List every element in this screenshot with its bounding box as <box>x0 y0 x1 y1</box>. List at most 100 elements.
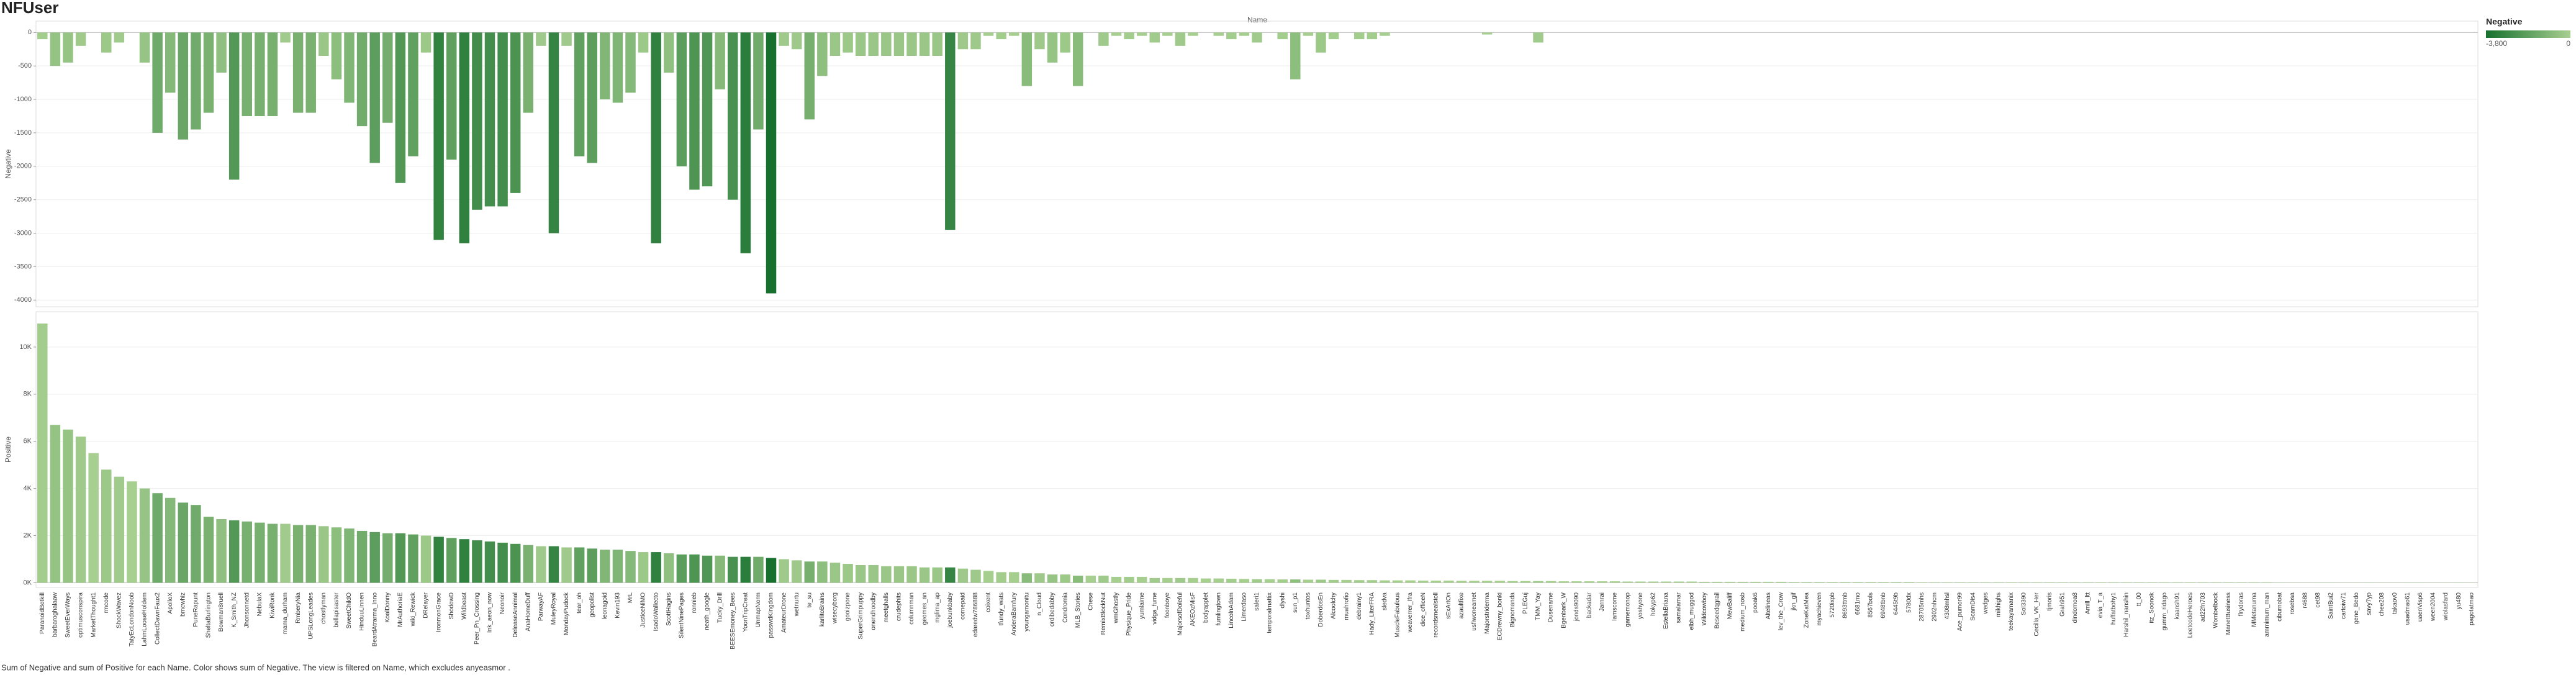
bar <box>702 32 713 187</box>
x-tick-label: wmGhostly <box>1113 592 1120 623</box>
x-tick-label: youngamonitu <box>1023 592 1030 632</box>
x-tick-label: geomes_an <box>921 592 928 625</box>
bar <box>280 32 291 43</box>
panel <box>35 20 2479 307</box>
x-tick-label: jonds9090 <box>1573 592 1580 622</box>
bar <box>574 32 585 156</box>
bar <box>1060 32 1070 53</box>
x-tick-label: dice_officeN <box>1420 592 1427 627</box>
x-tick-label: Amill_ltt <box>2085 592 2092 614</box>
bar <box>766 32 777 294</box>
bar <box>2236 582 2247 583</box>
bar <box>1252 579 1262 583</box>
x-tick-label: foonboye <box>1164 592 1171 618</box>
bar <box>2095 582 2106 583</box>
bar <box>957 568 969 583</box>
bar <box>1545 581 1557 583</box>
x-tick-label: UPSLongLeades <box>307 592 314 640</box>
x-tick-label: SilentNinePages <box>679 592 685 638</box>
bar <box>715 32 725 89</box>
x-tick-label: LeetcodeHeroes <box>2187 592 2194 638</box>
x-tick-label: cartoiw71 <box>2340 592 2347 619</box>
x-tick-label: rmcode <box>103 592 110 614</box>
x-tick-label: CollectDawnFaux2 <box>154 592 161 645</box>
x-tick-label: KiwiRonk <box>269 592 276 618</box>
bar <box>970 569 981 583</box>
x-tick-label: MarketThought1 <box>90 592 97 638</box>
x-tick-label: Peer_Pn_Crossing <box>474 592 481 645</box>
x-tick-label: MLB_Stories <box>1075 592 1082 628</box>
x-tick-label: AmateurDrone <box>780 592 787 633</box>
x-tick-label: ECDrewny_bonki <box>1496 592 1503 640</box>
bar <box>1034 32 1045 50</box>
x-tick-label: rosebsa <box>2289 592 2296 615</box>
bar <box>88 453 99 583</box>
bar <box>945 567 956 583</box>
x-tick-label: SweetChildO <box>346 592 353 629</box>
bar <box>919 32 930 57</box>
x-tick-label: yumlaime <box>1139 592 1146 619</box>
bar <box>1673 581 1684 583</box>
bar <box>651 32 661 243</box>
bar <box>1533 32 1543 43</box>
x-tick-label: ZoneKatMea <box>1804 592 1810 628</box>
x-axis-title: Name <box>1247 16 1267 24</box>
y-tick-label: 2K <box>24 532 32 539</box>
x-tick-label: ShockWavez <box>115 592 122 628</box>
bar <box>1750 581 1761 583</box>
bar <box>408 32 418 156</box>
bar <box>2210 582 2221 583</box>
bar <box>395 533 406 583</box>
bar <box>1763 581 1774 583</box>
x-tick-label: wiki_Rewick <box>410 592 417 627</box>
bar <box>906 566 917 583</box>
x-tick-label: columnman <box>908 592 915 625</box>
bar <box>165 497 176 583</box>
y-tick-label: -1000 <box>14 96 32 103</box>
bar <box>664 32 674 73</box>
x-tick-label: SweetEverWays <box>65 592 71 638</box>
x-tick-label: ManetBusiness <box>2225 592 2232 635</box>
bar <box>127 481 137 583</box>
x-tick-label: teekayamanix <box>2008 592 2015 631</box>
x-tick-label: yoshyone <box>1637 592 1644 619</box>
bar <box>804 32 815 120</box>
bar <box>1520 581 1531 583</box>
bar <box>139 488 150 583</box>
bar <box>638 552 649 583</box>
x-tick-label: DeleaseAnnimal <box>512 592 519 638</box>
x-tick-label: EstellaBriana <box>1663 592 1670 629</box>
x-tick-label: muahrofio <box>1343 592 1350 620</box>
x-tick-label: 8567bols <box>1868 592 1874 618</box>
x-tick-label: Cecilla_VK_Her <box>2033 592 2040 636</box>
x-tick-label: savy7yp <box>2366 592 2373 615</box>
bar <box>319 32 329 57</box>
bar <box>344 32 355 103</box>
bar <box>510 32 521 193</box>
y-tick-label: -1500 <box>14 129 32 137</box>
bar <box>1290 579 1301 583</box>
bar <box>1213 578 1224 583</box>
bar <box>178 32 189 140</box>
x-tick-label: ParanoidBotkill <box>39 592 46 634</box>
bar <box>242 32 252 116</box>
x-tick-label: pooak6 <box>1752 592 1759 613</box>
x-tick-label: 5780dx <box>1905 592 1912 613</box>
x-tick-label: ciburnobat <box>2276 592 2283 622</box>
x-tick-label: karlitoBrains <box>819 592 826 627</box>
bar <box>1188 578 1198 583</box>
x-tick-label: Altelineas <box>1765 592 1772 619</box>
x-tick-label: ScamDis4 <box>1969 592 1976 621</box>
bar <box>561 32 572 46</box>
bar <box>523 545 534 583</box>
x-tick-label: samalamar <box>1676 592 1683 623</box>
bar <box>459 32 470 243</box>
x-tick-label: r4688 <box>2302 592 2309 609</box>
x-tick-label: tear_oh <box>576 592 583 614</box>
x-tick-label: MMetanuma <box>2251 592 2257 627</box>
x-tick-label: chostlyman <box>320 592 327 624</box>
bar <box>740 556 751 583</box>
bar <box>983 571 994 583</box>
bar <box>1405 580 1416 583</box>
bar <box>1776 581 1786 583</box>
